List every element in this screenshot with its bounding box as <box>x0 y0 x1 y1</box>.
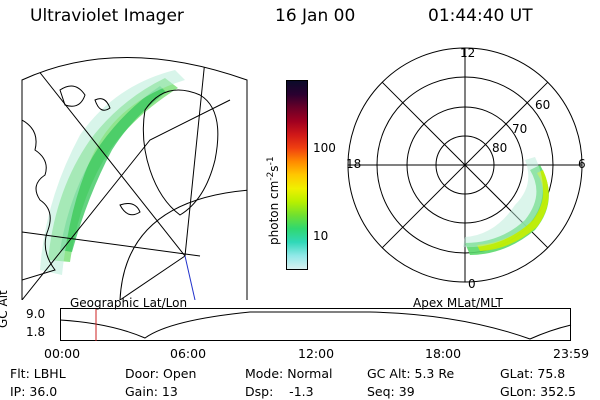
filter-status: Flt: LBHL <box>10 366 66 381</box>
mlt-label-12: 12 <box>460 46 476 60</box>
timeline-xtick-0000: 00:00 <box>44 346 81 361</box>
seq-status: Seq: 39 <box>367 384 415 399</box>
geographic-panel-title: Geographic Lat/Lon <box>70 296 188 310</box>
mlt-label-0: 0 <box>468 277 476 291</box>
meridian-line <box>29 59 186 257</box>
timeline-ylabel: GC Alt <box>0 290 10 328</box>
mlt-label-6: 6 <box>578 157 586 171</box>
mlat-label-80: 80 <box>492 141 508 155</box>
map-frame <box>21 57 248 300</box>
coastline-greenland <box>142 89 219 216</box>
latitude-circle <box>119 189 247 300</box>
altitude-timeline <box>60 308 572 341</box>
time-label: 01:44:40 UT <box>428 6 533 26</box>
timeline-xtick-2359: 23:59 <box>553 346 590 361</box>
colorbar-label-s: s <box>267 165 281 172</box>
timeline-xtick-0600: 06:00 <box>170 346 207 361</box>
colorbar-label-unit: photon cm <box>267 180 281 245</box>
colorbar <box>286 80 308 270</box>
glon-status: GLon: 352.5 <box>500 384 576 399</box>
meridian-line <box>22 231 201 257</box>
polar-auroral-emission-faint <box>463 157 543 248</box>
gain-status: Gain: 13 <box>125 384 178 399</box>
terminator-line <box>184 255 196 300</box>
auroral-emission-core <box>60 86 166 252</box>
coastline-north-america <box>22 119 56 281</box>
mode-status: Mode: Normal <box>245 366 333 381</box>
gc-alt-status: GC Alt: 5.3 Re <box>367 366 455 381</box>
door-status: Door: Open <box>125 366 197 381</box>
timeline-xtick-1800: 18:00 <box>425 346 462 361</box>
meridian-line <box>22 99 231 300</box>
meridian-line <box>119 255 186 300</box>
map-contents <box>22 59 247 300</box>
colorbar-tick-100: 100 <box>313 141 336 155</box>
colorbar-label-exp2: -1 <box>266 156 276 166</box>
mlat-label-60: 60 <box>535 98 551 112</box>
mlt-label-18: 18 <box>346 157 362 171</box>
auroral-emission-faint <box>40 70 185 275</box>
polar-auroral-emission-core <box>477 170 549 251</box>
polar-axis-diagonal <box>381 81 549 249</box>
polar-panel-title: Apex MLat/MLT <box>413 296 503 310</box>
timeline-ytick-high: 9.0 <box>26 307 46 321</box>
polar-plot <box>347 47 583 283</box>
timeline-frame <box>60 308 571 341</box>
date-label: 16 Jan 00 <box>275 6 356 26</box>
meridian-line <box>184 59 206 257</box>
ip-status: IP: 36.0 <box>10 384 58 399</box>
mlat-label-70: 70 <box>512 122 528 136</box>
colorbar-label: photon cm-2s-1 <box>266 156 281 245</box>
altitude-curve <box>60 311 572 340</box>
dsp-status: Dsp: -1.3 <box>245 384 314 399</box>
instrument-title: Ultraviolet Imager <box>30 6 184 26</box>
colorbar-label-exp1: -2 <box>266 171 276 181</box>
glat-status: GLat: 75.8 <box>500 366 566 381</box>
timeline-ytick-low: 1.8 <box>26 325 46 339</box>
coastline-islands <box>59 85 141 216</box>
colorbar-tick-10: 10 <box>313 229 329 243</box>
timeline-xtick-1200: 12:00 <box>298 346 335 361</box>
